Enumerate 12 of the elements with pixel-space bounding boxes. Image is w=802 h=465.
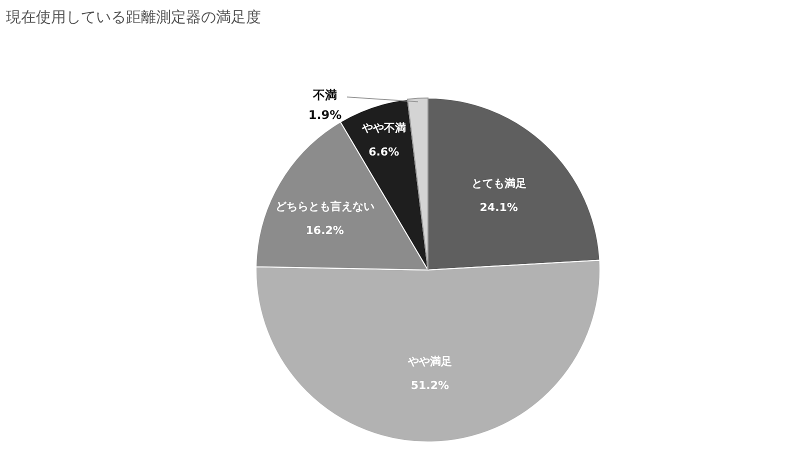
data-label: 6.6% (368, 146, 400, 159)
text: 現在使用している距離測定器の満足度 (6, 8, 261, 26)
slice-label: どちらとも言えない (275, 200, 374, 214)
data-label: 51.2% (410, 379, 450, 392)
slice-label: やや不満 (360, 122, 406, 135)
data-label: 1.9% (308, 108, 342, 122)
slice-label: とても満足 (471, 176, 526, 190)
slice-label: 不満 (312, 88, 337, 102)
data-label: 24.1% (480, 200, 518, 214)
data-label: 16.2% (306, 224, 344, 238)
slice-label: やや満足 (406, 355, 452, 368)
pie-slice (407, 98, 428, 270)
